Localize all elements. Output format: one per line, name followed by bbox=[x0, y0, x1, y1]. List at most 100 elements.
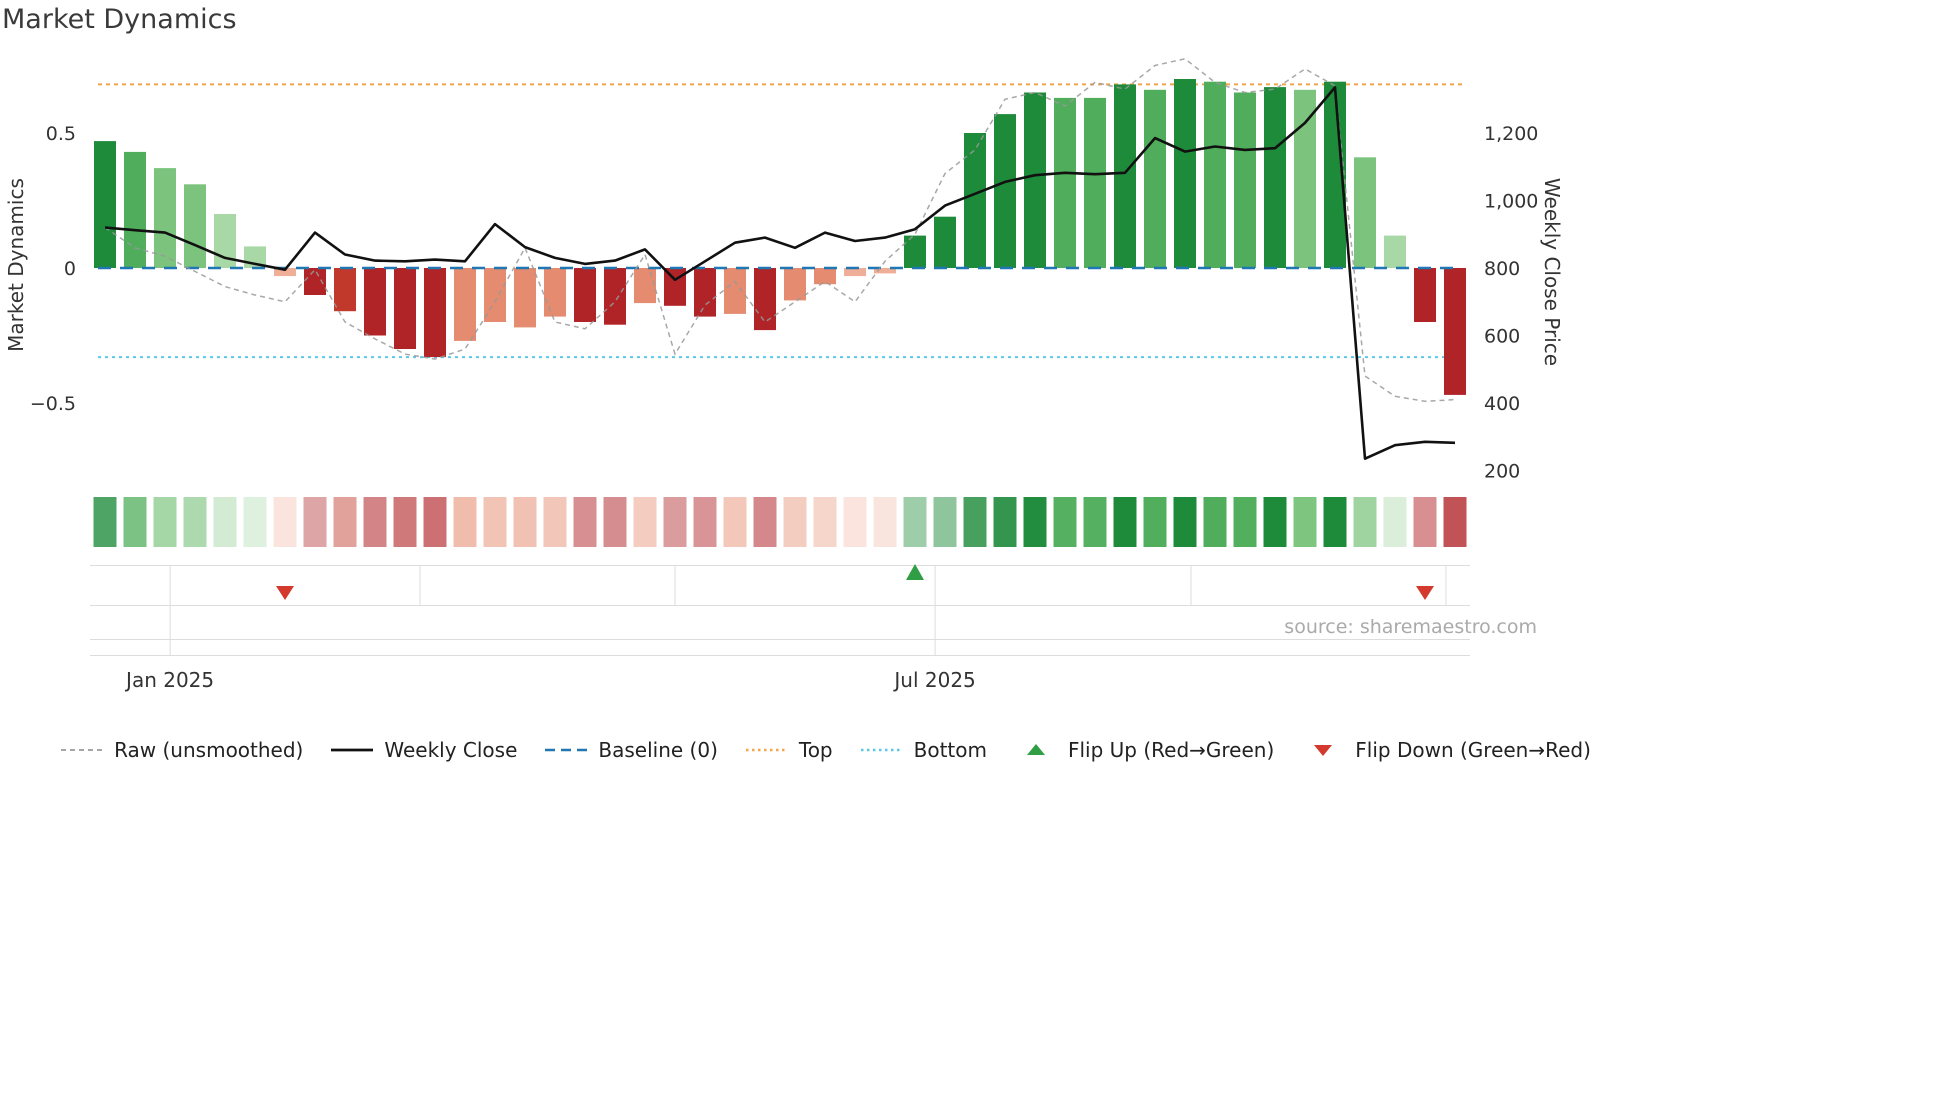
heatmap-cell bbox=[1023, 497, 1047, 547]
flip-down-marker bbox=[1416, 586, 1434, 600]
bar bbox=[1144, 89, 1166, 268]
x-tick-label: Jul 2025 bbox=[892, 668, 975, 692]
raw-line bbox=[104, 57, 1456, 403]
heatmap-cell bbox=[573, 497, 597, 547]
heatmap-cell bbox=[303, 497, 327, 547]
heatmap-cell bbox=[483, 497, 507, 547]
bar bbox=[154, 168, 176, 268]
legend-item: Flip Down (Green→Red) bbox=[1300, 738, 1591, 762]
bar bbox=[784, 268, 806, 301]
bar bbox=[514, 268, 536, 328]
legend-label: Weekly Close bbox=[384, 738, 518, 762]
bar bbox=[964, 133, 986, 268]
heatmap-cell bbox=[1413, 497, 1437, 547]
bar bbox=[694, 268, 716, 317]
heatmap-cell bbox=[1173, 497, 1197, 547]
heatmap-cell bbox=[1053, 497, 1077, 547]
heatmap-cell bbox=[1443, 497, 1467, 547]
heatmap-cell bbox=[93, 497, 117, 547]
heatmap-cell bbox=[1293, 497, 1317, 547]
heatmap-cell bbox=[363, 497, 387, 547]
flip-up-marker bbox=[906, 564, 924, 580]
flip-down-marker bbox=[276, 586, 294, 600]
right-tick-label: 600 bbox=[1484, 326, 1520, 348]
legend-item: Flip Up (Red→Green) bbox=[1013, 738, 1274, 762]
line-black-icon bbox=[331, 748, 374, 752]
dash-blue-icon bbox=[545, 748, 588, 752]
bar bbox=[184, 184, 206, 268]
left-tick-label: 0.5 bbox=[46, 123, 76, 145]
heatmap-cell bbox=[513, 497, 537, 547]
bar bbox=[484, 268, 506, 322]
chart-canvas: Jan 2025 Jul 2025 0.5 0 −0.5 1,200 1,000 800 600… bbox=[30, 57, 1538, 692]
heatmap-cell bbox=[183, 497, 207, 547]
right-tick-label: 1,200 bbox=[1484, 123, 1538, 145]
bar bbox=[94, 141, 116, 268]
heatmap-cell bbox=[1233, 497, 1257, 547]
right-axis-label: Weekly Close Price bbox=[1540, 177, 1564, 367]
dot-orange-icon bbox=[745, 748, 788, 752]
heatmap-cell bbox=[1083, 497, 1107, 547]
heatmap-cell bbox=[693, 497, 717, 547]
bar bbox=[604, 268, 626, 325]
bar bbox=[1414, 268, 1436, 322]
bar bbox=[1114, 84, 1136, 269]
dot-cyan-icon bbox=[860, 748, 903, 752]
bar bbox=[454, 268, 476, 341]
bar bbox=[934, 216, 956, 268]
bar bbox=[364, 268, 386, 336]
x-tick-label: Jan 2025 bbox=[124, 668, 214, 692]
heatmap-cell bbox=[783, 497, 807, 547]
heatmap-cell bbox=[1353, 497, 1377, 547]
bar bbox=[814, 268, 836, 285]
legend-label: Flip Up (Red→Green) bbox=[1067, 738, 1275, 762]
bar bbox=[1234, 92, 1256, 268]
legend-item: Bottom bbox=[859, 738, 987, 762]
bar bbox=[274, 268, 296, 277]
heatmap-cell bbox=[1143, 497, 1167, 547]
heatmap-cell bbox=[123, 497, 147, 547]
heatmap-cell bbox=[903, 497, 927, 547]
right-tick-label: 800 bbox=[1484, 258, 1520, 280]
bar bbox=[1264, 87, 1286, 268]
legend-label: Bottom bbox=[913, 738, 987, 762]
bar bbox=[1084, 97, 1106, 269]
bar bbox=[1174, 79, 1196, 268]
heatmap-cell bbox=[813, 497, 837, 547]
dash-gray-icon bbox=[61, 749, 104, 751]
bar bbox=[1354, 157, 1376, 268]
legend-label: Baseline (0) bbox=[598, 738, 718, 762]
bar bbox=[1384, 235, 1406, 268]
bar bbox=[544, 268, 566, 317]
tri-up-icon bbox=[1026, 744, 1045, 755]
heatmap-cell bbox=[153, 497, 177, 547]
heatmap-cell bbox=[723, 497, 747, 547]
heatmap-cell bbox=[873, 497, 897, 547]
bar bbox=[844, 268, 866, 277]
bar bbox=[424, 268, 446, 358]
tri-down-icon bbox=[1314, 745, 1333, 756]
legend-item: Baseline (0) bbox=[543, 738, 718, 762]
heatmap-cell bbox=[753, 497, 777, 547]
heatmap-cell bbox=[663, 497, 687, 547]
right-tick-label: 200 bbox=[1484, 461, 1520, 483]
left-tick-label: −0.5 bbox=[30, 393, 76, 415]
heatmap-cell bbox=[423, 497, 447, 547]
bar bbox=[754, 268, 776, 331]
bar bbox=[574, 268, 596, 322]
heatmap-cell bbox=[453, 497, 477, 547]
heatmap-cell bbox=[1323, 497, 1347, 547]
left-tick-label: 0 bbox=[64, 258, 76, 280]
legend: Raw (unsmoothed) Weekly Close Baseline (0)… bbox=[0, 738, 1650, 762]
bar bbox=[124, 151, 146, 268]
heatmap-cell bbox=[213, 497, 237, 547]
heatmap-cell bbox=[963, 497, 987, 547]
bar bbox=[1024, 92, 1046, 268]
legend-item: Weekly Close bbox=[329, 738, 517, 762]
heatmap-cell bbox=[243, 497, 267, 547]
chart-title: Market Dynamics bbox=[2, 4, 237, 35]
bar bbox=[994, 114, 1016, 268]
heatmap-cell bbox=[393, 497, 417, 547]
bar bbox=[634, 268, 656, 304]
legend-label: Raw (unsmoothed) bbox=[114, 738, 304, 762]
